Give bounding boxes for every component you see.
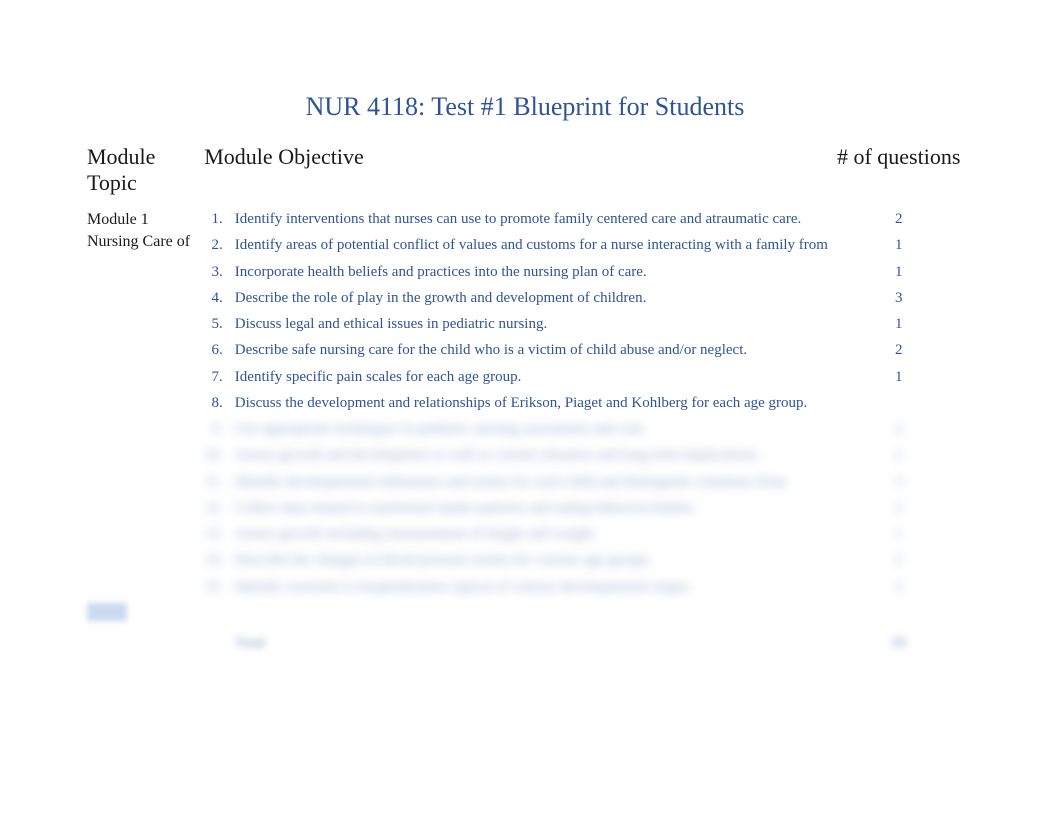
page-title: NUR 4118: Test #1 Blueprint for Students [85, 92, 965, 122]
table-row-blurred: 15. Identify reactions to hospitalizatio… [85, 574, 965, 600]
objective-number: 10. [202, 442, 231, 468]
question-count: 1 [832, 232, 965, 258]
objective-text-clipped: Identify areas of potential conflict of … [235, 235, 831, 255]
objective-text: Identify developmental milestones and no… [231, 469, 833, 495]
objective-number: 5. [202, 311, 231, 337]
objective-text: Incorporate health beliefs and practices… [231, 259, 833, 285]
objective-text: Describe the role of play in the growth … [231, 285, 833, 311]
objective-number: 7. [202, 364, 231, 390]
objective-number: 12. [202, 495, 231, 521]
question-count: 2 [832, 495, 965, 521]
objective-text: Identify interventions that nurses can u… [231, 206, 833, 232]
question-count: 2 [832, 442, 965, 468]
document-page: NUR 4118: Test #1 Blueprint for Students… [85, 92, 965, 657]
topic-blur-block [87, 603, 127, 621]
objective-text: Collect data related to nutritional inta… [231, 495, 833, 521]
question-count: 2 [832, 206, 965, 232]
objective-number: 3. [202, 259, 231, 285]
module-topic-cell: Module 1 Nursing Care of Children and [85, 206, 202, 416]
table-row-blurred: 13. Assess growth including measurement … [85, 521, 965, 547]
objective-number: 1. [202, 206, 231, 232]
objective-text: Describe safe nursing care for the child… [231, 337, 833, 363]
question-count: 1 [832, 311, 965, 337]
question-count [832, 390, 965, 416]
question-count: 2 [832, 337, 965, 363]
objective-text: Assess growth and development as well as… [231, 442, 833, 468]
question-count: 2 [832, 416, 965, 442]
col-header-objective: Module Objective [202, 140, 832, 206]
objective-number: 14. [202, 547, 231, 573]
objective-number: 6. [202, 337, 231, 363]
table-row-blurred: 12. Collect data related to nutritional … [85, 495, 965, 521]
table-row: 4. Describe the role of play in the grow… [85, 285, 965, 311]
table-row: 3. Incorporate health beliefs and practi… [85, 259, 965, 285]
objective-text: Discuss the development and relationship… [231, 390, 833, 416]
objective-text: Identify specific pain scales for each a… [231, 364, 833, 390]
question-count: 2 [832, 574, 965, 600]
question-count: 3 [832, 469, 965, 495]
total-label: Total [231, 630, 833, 656]
blueprint-table: Module Topic Module Objective # of quest… [85, 140, 965, 657]
col-header-topic: Module Topic [85, 140, 202, 206]
total-value: 50 [832, 630, 965, 656]
objective-text: Identify reactions to hospitalization ty… [231, 574, 833, 600]
objective-text: Assess growth including measurement of h… [231, 521, 833, 547]
table-row: 5. Discuss legal and ethical issues in p… [85, 311, 965, 337]
table-row-blurred: 11. Identify developmental milestones an… [85, 469, 965, 495]
question-count: 1 [832, 259, 965, 285]
table-row-blurred: 9. Use appropriate techniques in pediatr… [85, 416, 965, 442]
objective-number: 15. [202, 574, 231, 600]
table-row: 7. Identify specific pain scales for eac… [85, 364, 965, 390]
objective-text: Describe the changes in blood pressure n… [231, 547, 833, 573]
objective-number: 9. [202, 416, 231, 442]
question-count: 2 [832, 547, 965, 573]
objective-text: Discuss legal and ethical issues in pedi… [231, 311, 833, 337]
objective-number: 2. [202, 232, 231, 258]
table-row-total: Total 50 [85, 630, 965, 656]
question-count: 1 [832, 364, 965, 390]
module-topic-text: Module 1 Nursing Care of Children and [87, 209, 196, 251]
question-count: 1 [832, 521, 965, 547]
col-header-questions: # of questions [832, 140, 965, 206]
table-row: 8. Discuss the development and relations… [85, 390, 965, 416]
table-row: 6. Describe safe nursing care for the ch… [85, 337, 965, 363]
objective-number: 8. [202, 390, 231, 416]
table-row: Module 1 Nursing Care of Children and 1.… [85, 206, 965, 232]
objective-number: 11. [202, 469, 231, 495]
question-count: 3 [832, 285, 965, 311]
table-row-blurred: 10. Assess growth and development as wel… [85, 442, 965, 468]
objective-text: Identify areas of potential conflict of … [231, 232, 833, 258]
table-row: 2. Identify areas of potential conflict … [85, 232, 965, 258]
objective-number: 13. [202, 521, 231, 547]
objective-text: Use appropriate techniques in pediatric … [231, 416, 833, 442]
table-header-row: Module Topic Module Objective # of quest… [85, 140, 965, 206]
objective-number: 4. [202, 285, 231, 311]
table-row-blurred: 14. Describe the changes in blood pressu… [85, 547, 965, 573]
table-row-topic-blur [85, 600, 965, 631]
